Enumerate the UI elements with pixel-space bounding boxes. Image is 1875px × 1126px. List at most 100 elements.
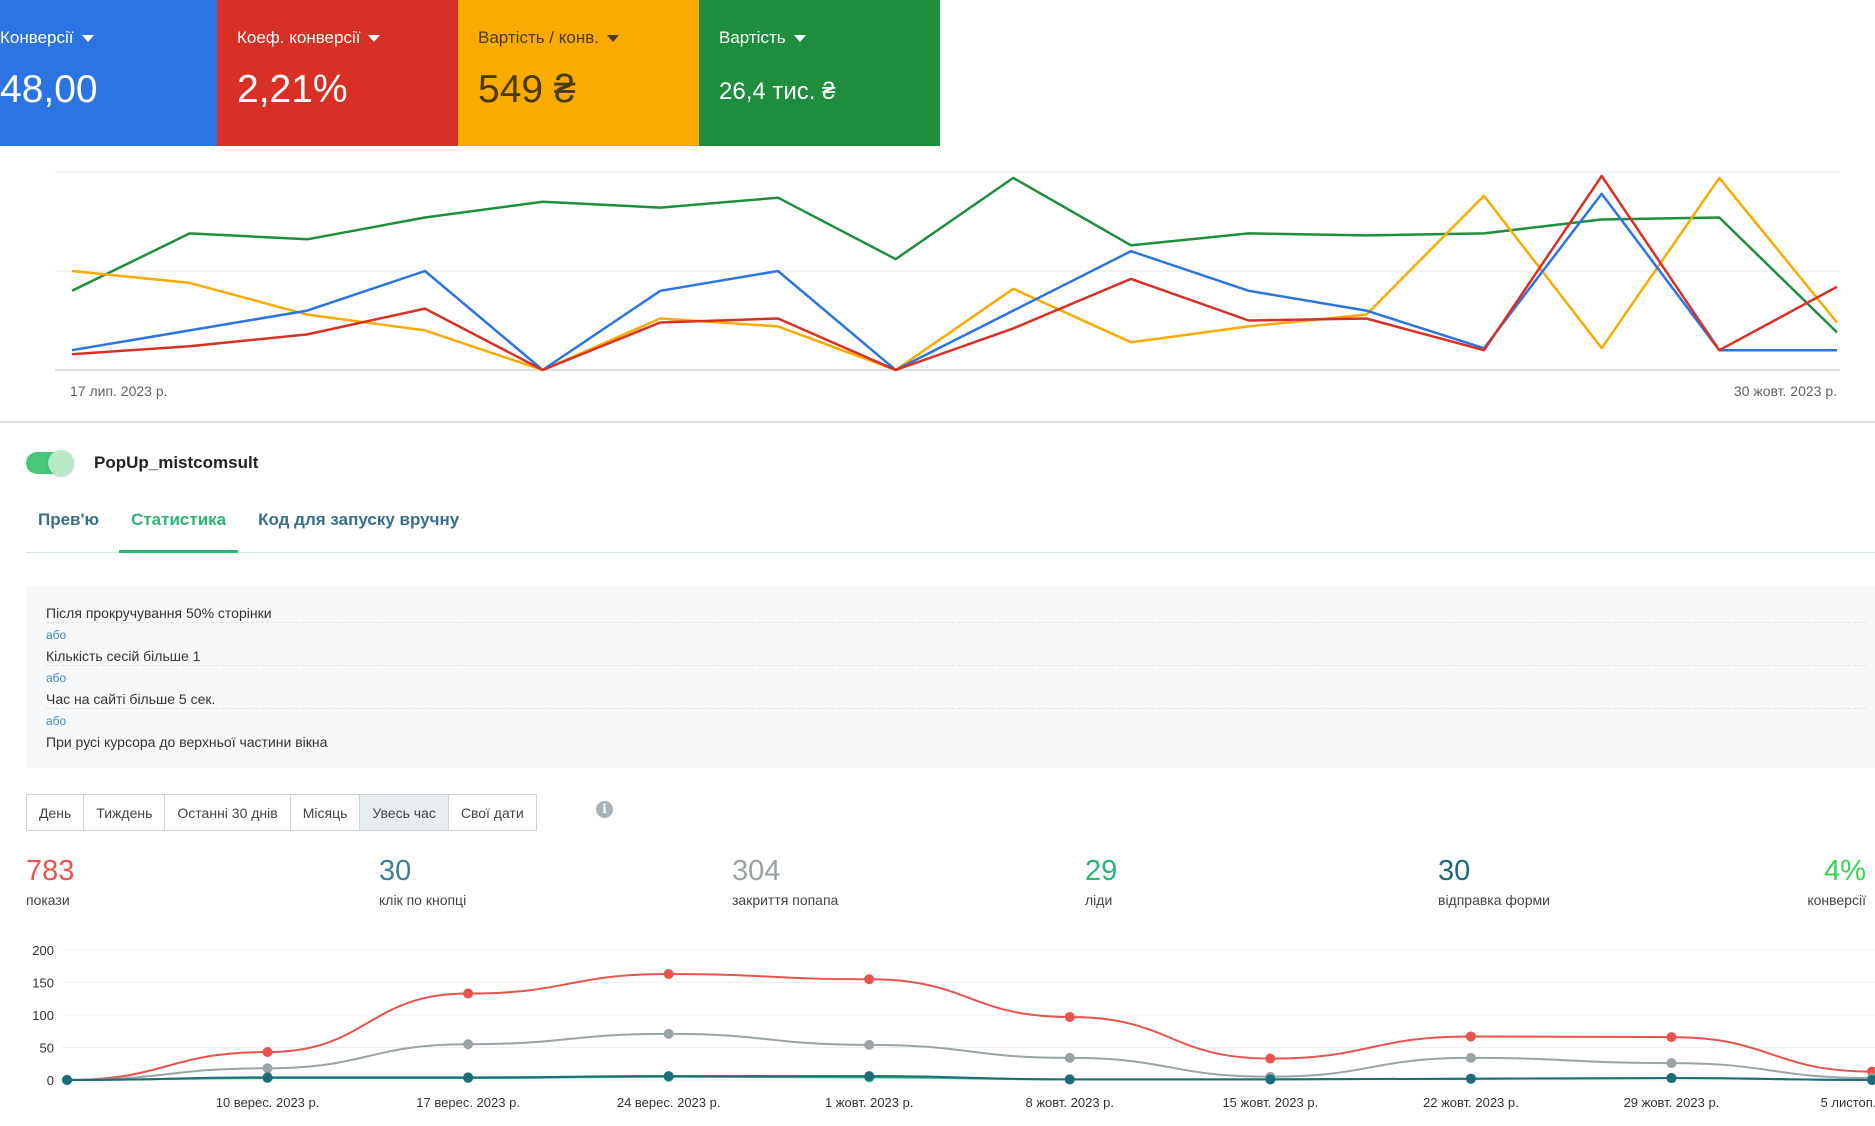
kpi-value: 48,00: [0, 68, 98, 111]
range-all-time-button[interactable]: Увесь час: [359, 794, 449, 831]
range-last-30-days-button[interactable]: Останні 30 днів: [164, 794, 291, 831]
info-icon[interactable]: i: [596, 801, 613, 818]
data-point[interactable]: [1465, 1073, 1476, 1084]
data-point[interactable]: [1064, 1011, 1075, 1022]
data-point[interactable]: [1064, 1074, 1075, 1085]
popup-header: PopUp_mistcomsult: [26, 450, 259, 476]
caret-down-icon[interactable]: [606, 34, 619, 42]
data-point[interactable]: [1666, 1073, 1677, 1084]
data-point[interactable]: [463, 988, 474, 999]
caret-down-icon[interactable]: [793, 34, 806, 42]
caret-down-icon[interactable]: [368, 34, 381, 42]
x-tick-label: 15 жовт. 2023 р.: [1222, 1095, 1318, 1110]
data-point[interactable]: [663, 1071, 674, 1082]
caret-down-icon[interactable]: [81, 34, 94, 42]
stat-value: 29: [1085, 855, 1118, 887]
tab-manual-launch-code[interactable]: Код для запуску вручну: [258, 510, 460, 529]
x-tick-label: 5 листоп. 2023 р.: [1821, 1095, 1875, 1110]
y-tick-label: 0: [47, 1073, 54, 1088]
series-line: [71, 174, 1838, 372]
trigger-conditions: Після прокручування 50% сторінки або Кіл…: [26, 586, 1875, 768]
popup-name: PopUp_mistcomsult: [94, 453, 259, 472]
stat-value: 30: [379, 855, 412, 887]
kpi-cost[interactable]: Вартість 26,4 тис. ₴: [699, 0, 940, 146]
x-tick-label: 22 жовт. 2023 р.: [1423, 1095, 1519, 1110]
range-day-button[interactable]: День: [26, 794, 85, 831]
x-tick-label: 24 верес. 2023 р.: [617, 1095, 721, 1110]
stat-conversion: 4% конверсії: [1791, 855, 1866, 908]
tab-statistics[interactable]: Статистика: [119, 504, 239, 553]
kpi-row: Конверсії 48,00 Коеф. конверсії 2,21% Ва…: [0, 0, 940, 146]
data-point[interactable]: [1064, 1052, 1075, 1063]
y-tick-label: 100: [32, 1008, 54, 1023]
series-line: [66, 973, 1873, 1081]
stat-value: 4%: [1824, 855, 1866, 887]
data-point[interactable]: [1265, 1053, 1276, 1064]
tab-preview[interactable]: Прев'ю: [38, 510, 100, 529]
stat-label: ліди: [1085, 892, 1113, 908]
stat-label: покази: [26, 892, 70, 908]
x-tick-label: 17 верес. 2023 р.: [416, 1095, 520, 1110]
data-point[interactable]: [262, 1047, 273, 1058]
y-tick-label: 150: [32, 976, 54, 991]
x-tick-label: 8 жовт. 2023 р.: [1026, 1095, 1115, 1110]
toggle-knob: [48, 450, 74, 476]
stat-label: відправка форми: [1438, 892, 1550, 908]
kpi-label: Вартість: [719, 28, 786, 47]
date-range-selector: День Тиждень Останні 30 днів Місяць Увес…: [26, 794, 537, 831]
y-tick-label: 200: [32, 943, 54, 958]
kpi-value: 26,4 тис. ₴: [719, 78, 836, 105]
kpi-value: 549 ₴: [478, 68, 576, 111]
series-line: [66, 1032, 1873, 1081]
stat-leads: 29 ліди: [1085, 855, 1117, 908]
data-point[interactable]: [463, 1072, 474, 1083]
kpi-conversion-rate[interactable]: Коеф. конверсії 2,21%: [217, 0, 458, 146]
series-line: [66, 1075, 1873, 1081]
data-point[interactable]: [1265, 1074, 1276, 1085]
section-divider: [0, 421, 1875, 423]
stat-button-clicks: 30 клік по кнопці: [379, 855, 466, 908]
condition-item: Час на сайті більше 5 сек.: [46, 690, 1866, 709]
series-line: [71, 176, 1838, 334]
kpi-label: Конверсії: [0, 28, 74, 47]
condition-item: При русі курсора до верхньої частини вік…: [46, 734, 328, 750]
data-point[interactable]: [864, 1071, 875, 1082]
data-point[interactable]: [463, 1039, 474, 1050]
stat-label: закриття попапа: [732, 892, 839, 908]
kpi-cost-per-conversion[interactable]: Вартість / конв. 549 ₴: [458, 0, 699, 146]
stat-impressions: 783 покази: [26, 855, 74, 908]
kpi-label: Коеф. конверсії: [237, 28, 361, 47]
y-tick-label: 50: [40, 1041, 54, 1056]
x-tick-label: 1 жовт. 2023 р.: [825, 1095, 914, 1110]
data-point[interactable]: [663, 1028, 674, 1039]
range-week-button[interactable]: Тиждень: [83, 794, 166, 831]
popup-tabs: Прев'ю Статистика Код для запуску вручну: [26, 504, 1875, 553]
stat-label: конверсії: [1807, 892, 1866, 908]
data-point[interactable]: [1465, 1031, 1476, 1042]
data-point[interactable]: [864, 1039, 875, 1050]
data-point[interactable]: [1666, 1058, 1677, 1069]
range-custom-dates-button[interactable]: Свої дати: [447, 794, 537, 831]
data-point[interactable]: [1666, 1032, 1677, 1043]
stat-form-submits: 30 відправка форми: [1438, 855, 1550, 908]
stat-label: клік по кнопці: [379, 892, 467, 908]
x-axis-end-label: 30 жовт. 2023 р.: [1734, 383, 1837, 399]
condition-item: Після прокручування 50% сторінки: [46, 604, 1866, 623]
data-point[interactable]: [663, 969, 674, 980]
popup-stats-chart: 0 50 100 150 200 10 верес. 2023 р. 17 верес. 2…: [32, 943, 1875, 1110]
condition-item: Кількість сесій більше 1: [46, 647, 1866, 666]
condition-separator: або: [46, 628, 67, 642]
stat-value: 783: [26, 855, 75, 887]
range-month-button[interactable]: Місяць: [289, 794, 361, 831]
data-point[interactable]: [1867, 1075, 1875, 1085]
kpi-value: 2,21%: [237, 68, 348, 111]
data-point[interactable]: [262, 1063, 273, 1074]
kpi-conversions[interactable]: Конверсії 48,00: [0, 0, 217, 146]
data-point[interactable]: [1465, 1052, 1476, 1063]
data-point[interactable]: [864, 974, 875, 985]
stat-value: 30: [1438, 855, 1471, 887]
data-point[interactable]: [62, 1075, 72, 1085]
performance-line-chart: 17 лип. 2023 р. 30 жовт. 2023 р.: [55, 171, 1840, 399]
data-point[interactable]: [262, 1072, 273, 1083]
popup-enabled-toggle[interactable]: [26, 450, 74, 476]
